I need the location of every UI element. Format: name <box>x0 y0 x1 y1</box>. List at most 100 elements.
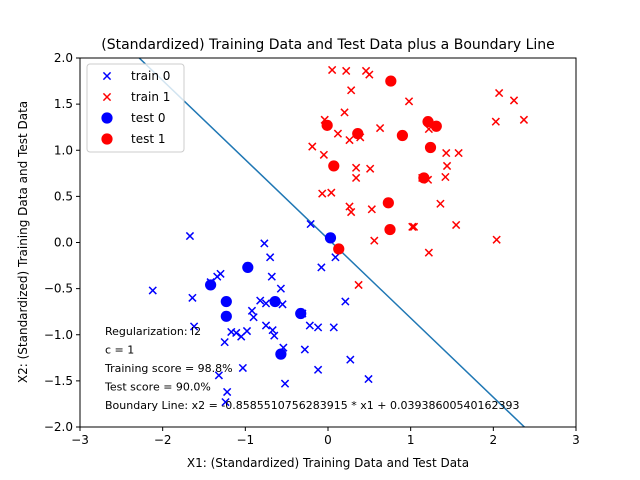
point-test-1-6 <box>424 141 437 154</box>
series-test-0 <box>205 232 337 360</box>
point-train-0-2 <box>188 293 197 302</box>
point-train-1-3 <box>365 70 374 79</box>
legend-label: train 0 <box>131 69 170 83</box>
y-tick-label: −0.5 <box>44 282 73 296</box>
point-train-0-26 <box>276 284 286 293</box>
point-train-0-9 <box>223 387 232 397</box>
x-tick-label: −3 <box>71 433 89 447</box>
point-train-1-40 <box>354 280 363 290</box>
point-train-1-34 <box>408 222 417 231</box>
point-test-0-5 <box>275 348 287 360</box>
point-train-0-14 <box>238 363 247 373</box>
point-train-1-16 <box>345 135 354 145</box>
point-test-1-7 <box>328 160 340 172</box>
point-train-0-0 <box>148 286 157 295</box>
x-tick-label: −2 <box>154 433 172 447</box>
legend-label: test 1 <box>131 132 166 146</box>
legend-marker-test-1 <box>101 133 113 145</box>
y-tick-label: −1.0 <box>44 328 73 342</box>
point-train-1-13 <box>375 123 385 133</box>
x-tick-label: 2 <box>490 433 498 447</box>
annotation-block: Regularization: l2 c = 1 Training score = … <box>104 325 519 412</box>
point-train-1-1 <box>342 66 351 76</box>
legend-frame <box>86 63 185 153</box>
x-ticks: −3 −2 −1 0 1 2 3 <box>71 427 580 447</box>
point-test-0-1 <box>220 295 232 308</box>
point-train-0-19 <box>260 239 269 248</box>
point-train-1-33 <box>436 199 445 208</box>
point-train-1-9 <box>519 115 529 124</box>
point-train-1-37 <box>370 236 379 245</box>
y-tick-label: 1.5 <box>54 97 73 111</box>
point-train-0-8 <box>220 337 229 347</box>
x-tick-label: −1 <box>236 433 254 447</box>
point-train-0-31 <box>300 345 309 354</box>
point-train-0-37 <box>329 323 338 332</box>
point-train-0-1 <box>185 231 195 241</box>
point-train-1-31 <box>347 207 356 217</box>
point-train-0-12 <box>232 328 241 338</box>
point-test-1-11 <box>333 243 345 255</box>
x-tick-label: 1 <box>407 433 415 447</box>
point-test-1-8 <box>418 172 430 184</box>
point-train-1-27 <box>441 172 450 182</box>
annotation-line: Regularization: l2 <box>105 325 201 338</box>
point-train-1-15 <box>319 150 328 159</box>
legend-marker-train-0 <box>102 71 112 81</box>
point-train-0-23 <box>267 272 276 281</box>
point-test-0-4 <box>269 295 281 308</box>
point-train-0-22 <box>266 253 275 262</box>
point-train-0-20 <box>261 321 271 330</box>
point-train-1-23 <box>366 164 375 173</box>
point-train-0-10 <box>221 397 230 407</box>
point-train-1-29 <box>327 188 336 197</box>
y-tick-label: 2.0 <box>54 51 73 65</box>
point-train-0-7 <box>214 371 224 380</box>
point-train-0-41 <box>364 374 373 384</box>
point-train-1-0 <box>328 65 337 75</box>
y-tick-label: 0.0 <box>54 236 73 250</box>
point-train-1-10 <box>491 117 500 126</box>
point-train-1-28 <box>318 189 327 198</box>
point-train-0-39 <box>341 297 350 306</box>
legend: train 0 train 1 test 0 test 1 <box>86 63 185 153</box>
chart-title: (Standardized) Training Data and Test Da… <box>101 37 555 53</box>
point-train-0-21 <box>261 299 271 308</box>
point-test-1-1 <box>321 119 333 131</box>
y-tick-label: −1.5 <box>44 374 73 388</box>
point-train-0-32 <box>305 321 314 330</box>
y-ticks: −2.0 −1.5 −1.0 −0.5 0.0 0.5 1.0 1.5 2.0 <box>44 51 80 434</box>
point-test-1-4 <box>422 116 434 128</box>
point-train-0-38 <box>331 253 340 262</box>
y-tick-label: 0.5 <box>54 189 73 203</box>
point-train-0-36 <box>317 263 326 272</box>
point-train-1-8 <box>509 96 519 105</box>
annotation-line: Boundary Line: x2 = -0.8585510756283915 … <box>105 399 519 412</box>
point-train-0-3 <box>189 322 199 331</box>
x-tick-label: 0 <box>324 433 332 447</box>
point-train-0-17 <box>249 313 258 322</box>
point-train-1-7 <box>494 88 504 98</box>
point-train-1-20 <box>454 148 463 158</box>
point-test-0-7 <box>324 232 337 244</box>
x-tick-label: 3 <box>572 433 580 447</box>
point-train-0-6 <box>216 269 225 278</box>
point-train-1-36 <box>452 220 461 230</box>
point-test-1-0 <box>385 75 397 87</box>
y-axis-label: X2: (Standardized) Training Data and Tes… <box>16 101 30 383</box>
point-train-0-16 <box>247 306 257 315</box>
y-tick-label: −2.0 <box>44 420 73 434</box>
point-train-1-39 <box>424 248 433 257</box>
point-test-0-3 <box>242 261 254 274</box>
point-train-0-33 <box>306 219 315 229</box>
point-test-0-6 <box>295 307 307 320</box>
x-axis-label: X1: (Standardized) Training Data and Tes… <box>187 456 469 470</box>
point-test-1-2 <box>352 128 364 140</box>
point-train-0-34 <box>313 323 323 332</box>
point-train-1-12 <box>333 129 343 138</box>
annotation-line: Training score = 98.8% <box>104 362 233 375</box>
point-train-0-35 <box>313 365 323 374</box>
point-train-1-6 <box>404 97 414 106</box>
point-train-1-22 <box>351 163 361 172</box>
